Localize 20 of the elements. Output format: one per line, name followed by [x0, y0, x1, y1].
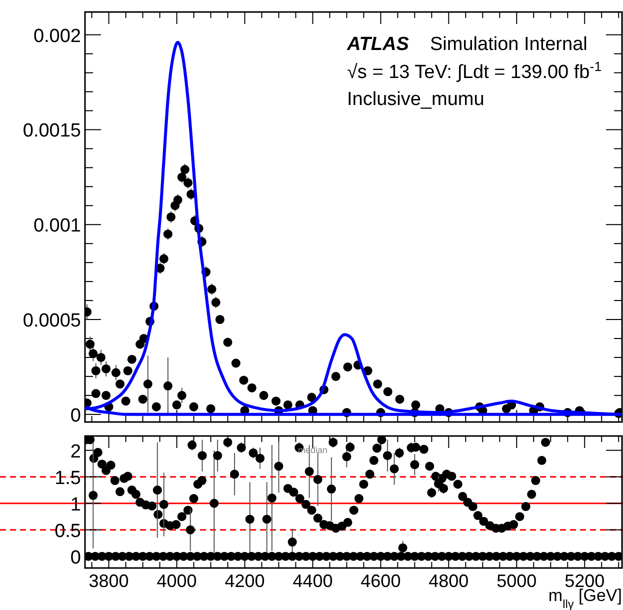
y-tick-label: 0.5 [54, 520, 81, 542]
x-tick-label: 3800 [88, 571, 129, 591]
y-tick-label: 1.5 [54, 468, 81, 489]
y-tick-label: 2 [70, 441, 81, 462]
y-tick-label: 0.001 [33, 216, 81, 237]
y-tick-label: 0 [70, 405, 81, 426]
x-tick-label: 4600 [360, 571, 401, 591]
x-tick-label: 4000 [156, 571, 197, 591]
x-tick-label: 5000 [496, 571, 537, 591]
annotation: Inclusive_mumu [347, 89, 484, 110]
x-tick-label: 4200 [224, 571, 265, 591]
annotation: √s = 13 TeV: ∫Ldt = 139.00 fb$^{-1}$ [347, 58, 602, 83]
y-tick-label: 0.002 [33, 26, 81, 47]
x-tick-label: 4400 [292, 571, 333, 591]
y-tick-label: 0.0015 [22, 120, 81, 142]
annotation: Simulation Internal [430, 34, 588, 55]
annotation: ATLAS [346, 34, 410, 55]
x-tick-label: 4800 [428, 571, 469, 591]
y-tick-label: 0.0005 [22, 310, 81, 332]
y-tick-label: 0 [70, 547, 81, 568]
